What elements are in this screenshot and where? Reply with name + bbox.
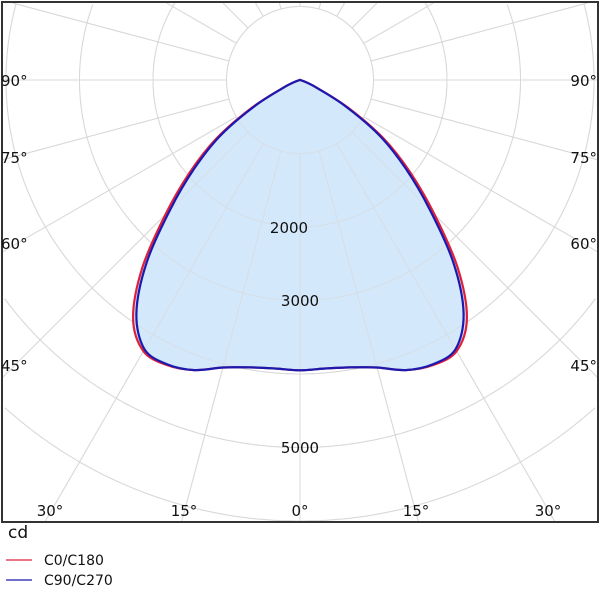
angle-label-right-45: 45°: [570, 357, 597, 375]
unit-label: cd: [8, 523, 28, 543]
angle-label-right-90: 90°: [570, 72, 597, 90]
plot-frame: [1, 1, 599, 523]
grid-ring-2000-overlay: [152, 2, 448, 228]
angle-label-left-75: 75°: [1, 149, 28, 167]
grid-spoke-overlay: [363, 2, 434, 44]
radial-label-3000: 3000: [281, 292, 319, 310]
grid-spoke-overlay: [166, 2, 237, 44]
grid-spoke-overlay: [2, 98, 230, 161]
grid-spoke-overlay: [318, 150, 419, 522]
grid-spoke-overlay: [336, 2, 345, 17]
angle-label-0: 0°: [291, 502, 308, 520]
grid-spoke-overlay: [318, 2, 322, 10]
radial-label-2000: 2000: [270, 219, 308, 237]
grid-spoke-overlay: [370, 2, 588, 62]
grid-spoke-overlay: [336, 143, 556, 522]
grid-spoke-overlay: [351, 2, 378, 29]
legend-label-c90-c270: C90/C270: [44, 573, 113, 589]
angle-label-right-75: 75°: [570, 149, 597, 167]
angle-label-left-60: 60°: [1, 235, 28, 253]
grid-spoke-overlay: [370, 98, 598, 161]
radial-label-5000: 5000: [281, 439, 319, 457]
angle-label-right-30: 30°: [535, 502, 562, 520]
grid-spoke-overlay: [351, 131, 598, 378]
legend-label-c0-c180: C0/C180: [44, 553, 104, 569]
grid-spoke-overlay: [255, 2, 264, 17]
grid-ring-6000-overlay: [4, 407, 596, 522]
grid-ring-4000-overlay: [5, 3, 595, 375]
grid-spoke-overlay: [278, 2, 282, 10]
grid-spoke-overlay: [181, 150, 282, 522]
angle-label-left-90: 90°: [1, 72, 28, 90]
angle-label-left-45: 45°: [1, 357, 28, 375]
angle-label-left-30: 30°: [37, 502, 64, 520]
grid-spoke-overlay: [44, 143, 264, 522]
grid-ring-5000-overlay: [4, 298, 596, 448]
grid-spoke-overlay: [222, 2, 249, 29]
grid-ring-3000-overlay: [79, 4, 521, 301]
angle-label-left-15: 15°: [171, 502, 198, 520]
grid-spoke-overlay: [2, 131, 249, 378]
series-curve-c90-c270: [135, 78, 465, 372]
curves: [2, 2, 598, 522]
angle-label-right-60: 60°: [570, 235, 597, 253]
grid-spoke-overlay: [363, 116, 598, 252]
grid-spoke-overlay: [2, 116, 237, 252]
angle-label-right-15: 15°: [403, 502, 430, 520]
polar-grid-overlay: [2, 2, 598, 522]
grid-spoke-overlay: [12, 2, 230, 62]
